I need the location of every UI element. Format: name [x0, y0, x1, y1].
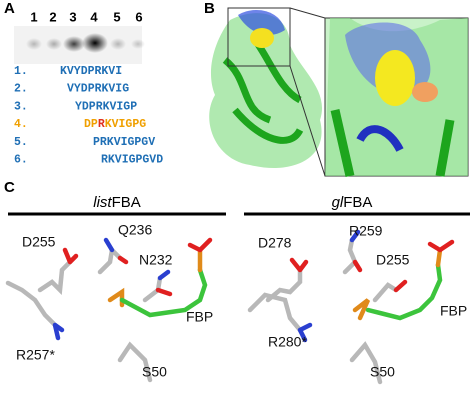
residue-label: R280* — [268, 334, 307, 350]
residue-label: FBP — [440, 303, 467, 319]
lane-number: 1 — [30, 9, 37, 24]
peptide-number: 2. — [14, 83, 28, 96]
residue-label: N232 — [139, 252, 173, 268]
peptide-sequence: KVYDPRKVI — [60, 65, 122, 78]
column-header: listFBA — [93, 194, 141, 211]
peptide-number: 3. — [14, 100, 28, 113]
peptide-number: 1. — [14, 65, 28, 78]
header-plain: FBA — [112, 194, 141, 211]
header-italic: list — [93, 194, 112, 211]
residue-label: Q236 — [118, 222, 152, 238]
peptide-number: 4. — [14, 118, 28, 131]
sequence-part: KVIGPG — [105, 118, 147, 131]
sequence-part: DP — [84, 118, 98, 131]
header-italic: gl — [332, 194, 344, 211]
peptide-sequence: VYDPRKVIG — [67, 83, 129, 96]
peptide-sequence: PRKVIGPGV — [93, 136, 155, 149]
gel-spots — [26, 33, 145, 53]
column-header: glFBA — [332, 194, 373, 211]
residue-label: D255 — [376, 252, 410, 268]
peptide-number: 5. — [14, 136, 28, 149]
lane-number: 2 — [49, 9, 56, 24]
residue-label: FBP — [186, 309, 213, 325]
residue-label: D255 — [22, 234, 56, 250]
residue-label: R257* — [16, 347, 55, 363]
protein-structure — [209, 7, 469, 177]
panel-label: C — [4, 179, 15, 196]
residue-label: S50 — [142, 364, 167, 380]
panel-label: A — [4, 0, 15, 17]
lane-number: 6 — [135, 9, 142, 24]
peptide-sequence: RKVIGPGVD — [101, 154, 163, 167]
lane-number: 3 — [69, 9, 76, 24]
peptide-number: 6. — [14, 154, 28, 167]
header-plain: FBA — [343, 194, 372, 211]
lane-number: 5 — [113, 9, 120, 24]
peptide-sequence: YDPRKVIGP — [75, 100, 137, 113]
residue-label: S50 — [370, 364, 395, 380]
lane-number: 4 — [90, 9, 98, 24]
residue-label: D278 — [258, 235, 292, 251]
residue-label: R259 — [349, 223, 383, 239]
panel-label: B — [204, 0, 215, 17]
peptide-sequence: DPRKVIGPG — [84, 118, 146, 131]
molecules — [5, 229, 455, 385]
sequence-highlight: R — [98, 118, 105, 131]
